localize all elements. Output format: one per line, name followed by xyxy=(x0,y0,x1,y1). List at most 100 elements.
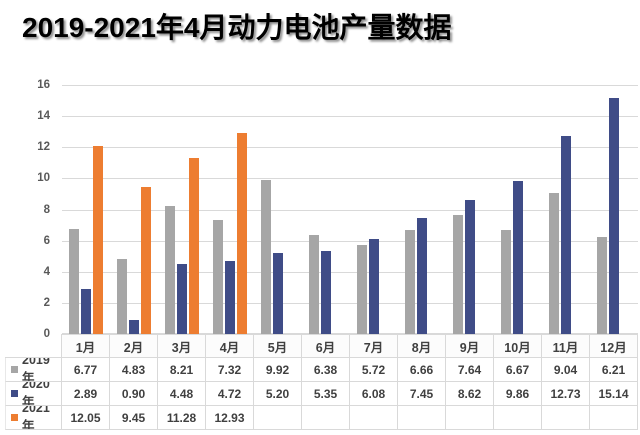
value-cell-2021年-4月: 12.93 xyxy=(206,406,254,430)
gridline-y2 xyxy=(62,303,638,304)
bar-2020年-3月 xyxy=(177,264,187,334)
value-cell-2020年-4月: 4.72 xyxy=(206,382,254,406)
gridline-y10 xyxy=(62,178,638,179)
bar-2019年-4月 xyxy=(213,220,223,334)
bar-2020年-6月 xyxy=(321,250,331,334)
value-cell-2020年-7月: 6.08 xyxy=(350,382,398,406)
bar-group-10月 xyxy=(494,85,542,334)
y-tick-label: 8 xyxy=(43,204,50,216)
value-cell-2019年-10月: 6.67 xyxy=(494,358,542,382)
y-tick-label: 14 xyxy=(37,110,50,122)
bar-2021年-1月 xyxy=(93,146,103,334)
x-axis-label-10月: 10月 xyxy=(494,334,542,358)
value-cell-2019年-6月: 6.38 xyxy=(302,358,350,382)
bar-group-1月 xyxy=(62,85,110,334)
value-cell-2021年-1月: 12.05 xyxy=(62,406,110,430)
value-cell-2020年-3月: 4.48 xyxy=(158,382,206,406)
x-axis-label-9月: 9月 xyxy=(446,334,494,358)
bar-2019年-8月 xyxy=(405,230,415,334)
legend-cell-2021年: 2021年 xyxy=(5,406,62,430)
x-axis-label-6月: 6月 xyxy=(302,334,350,358)
x-axis-label-3月: 3月 xyxy=(158,334,206,358)
bar-2020年-8月 xyxy=(417,218,427,334)
x-axis-label-7月: 7月 xyxy=(350,334,398,358)
y-tick-label: 4 xyxy=(43,266,50,278)
value-cell-2021年-8月 xyxy=(398,406,446,430)
bar-2019年-1月 xyxy=(69,228,79,334)
legend-swatch-icon xyxy=(11,414,18,421)
bar-2021年-2月 xyxy=(141,186,151,334)
value-cell-2019年-11月: 9.04 xyxy=(542,358,590,382)
value-cell-2019年-7月: 5.72 xyxy=(350,358,398,382)
value-cell-2021年-5月 xyxy=(254,406,302,430)
value-cell-2019年-4月: 7.32 xyxy=(206,358,254,382)
data-table: 1月 2月 3月 4月 5月 6月 7月 8月 9月 10月 11月 12月 2019年 6.77 4.83… xyxy=(5,334,638,430)
bar-group-4月 xyxy=(206,85,254,334)
gridline-y0 xyxy=(62,333,638,334)
value-cell-2019年-1月: 6.77 xyxy=(62,358,110,382)
bar-2020年-11月 xyxy=(561,135,571,334)
bar-2019年-5月 xyxy=(261,179,271,334)
x-axis-label-8月: 8月 xyxy=(398,334,446,358)
value-cell-2019年-9月: 7.64 xyxy=(446,358,494,382)
bar-2020年-2月 xyxy=(129,320,139,334)
y-tick-label: 12 xyxy=(37,141,50,153)
legend-swatch-icon xyxy=(11,366,18,373)
bar-2019年-7月 xyxy=(357,244,367,334)
legend-cell-2020年: 2020年 xyxy=(5,382,62,406)
y-tick-label: 16 xyxy=(37,79,50,91)
x-axis-label-4月: 4月 xyxy=(206,334,254,358)
gridline-y8 xyxy=(62,210,638,211)
y-tick-label: 0 xyxy=(43,328,50,340)
value-cell-2021年-10月 xyxy=(494,406,542,430)
value-cell-2020年-10月: 9.86 xyxy=(494,382,542,406)
x-axis-label-11月: 11月 xyxy=(542,334,590,358)
value-cell-2021年-7月 xyxy=(350,406,398,430)
bar-2019年-12月 xyxy=(597,237,607,334)
bar-2019年-2月 xyxy=(117,258,127,334)
legend-label: 2020年 xyxy=(22,382,50,406)
value-cell-2020年-8月: 7.45 xyxy=(398,382,446,406)
value-cell-2020年-6月: 5.35 xyxy=(302,382,350,406)
value-cell-2021年-3月: 11.28 xyxy=(158,406,206,430)
bar-2019年-3月 xyxy=(165,206,175,334)
value-cell-2020年-5月: 5.20 xyxy=(254,382,302,406)
bar-group-3月 xyxy=(158,85,206,334)
bar-group-7月 xyxy=(350,85,398,334)
value-cell-2020年-12月: 15.14 xyxy=(590,382,638,406)
value-cell-2019年-3月: 8.21 xyxy=(158,358,206,382)
x-axis-label-5月: 5月 xyxy=(254,334,302,358)
bar-2019年-10月 xyxy=(501,230,511,334)
legend-swatch-icon xyxy=(11,390,18,397)
value-cell-2019年-12月: 6.21 xyxy=(590,358,638,382)
bar-group-12月 xyxy=(590,85,638,334)
value-cell-2021年-6月 xyxy=(302,406,350,430)
bar-group-6月 xyxy=(302,85,350,334)
bar-2019年-11月 xyxy=(549,193,559,334)
value-cell-2021年-9月 xyxy=(446,406,494,430)
gridline-y6 xyxy=(62,241,638,242)
bar-group-2月 xyxy=(110,85,158,334)
y-tick-label: 10 xyxy=(37,172,50,184)
value-cell-2021年-2月: 9.45 xyxy=(110,406,158,430)
value-cell-2020年-1月: 2.89 xyxy=(62,382,110,406)
value-cell-2019年-2月: 4.83 xyxy=(110,358,158,382)
value-cell-2020年-9月: 8.62 xyxy=(446,382,494,406)
bar-group-11月 xyxy=(542,85,590,334)
bar-2020年-4月 xyxy=(225,260,235,334)
bar-2020年-10月 xyxy=(513,180,523,334)
legend-label: 2021年 xyxy=(22,406,50,430)
bar-2019年-9月 xyxy=(453,215,463,334)
y-tick-label: 6 xyxy=(43,235,50,247)
value-cell-2021年-11月 xyxy=(542,406,590,430)
x-axis-label-1月: 1月 xyxy=(62,334,110,358)
bar-2021年-4月 xyxy=(237,132,247,334)
bar-2019年-6月 xyxy=(309,234,319,334)
bar-group-8月 xyxy=(398,85,446,334)
bar-2020年-5月 xyxy=(273,253,283,334)
legend-cell-2019年: 2019年 xyxy=(5,358,62,382)
value-cell-2020年-11月: 12.73 xyxy=(542,382,590,406)
table-corner-spacer xyxy=(5,334,62,358)
y-tick-label: 2 xyxy=(43,297,50,309)
